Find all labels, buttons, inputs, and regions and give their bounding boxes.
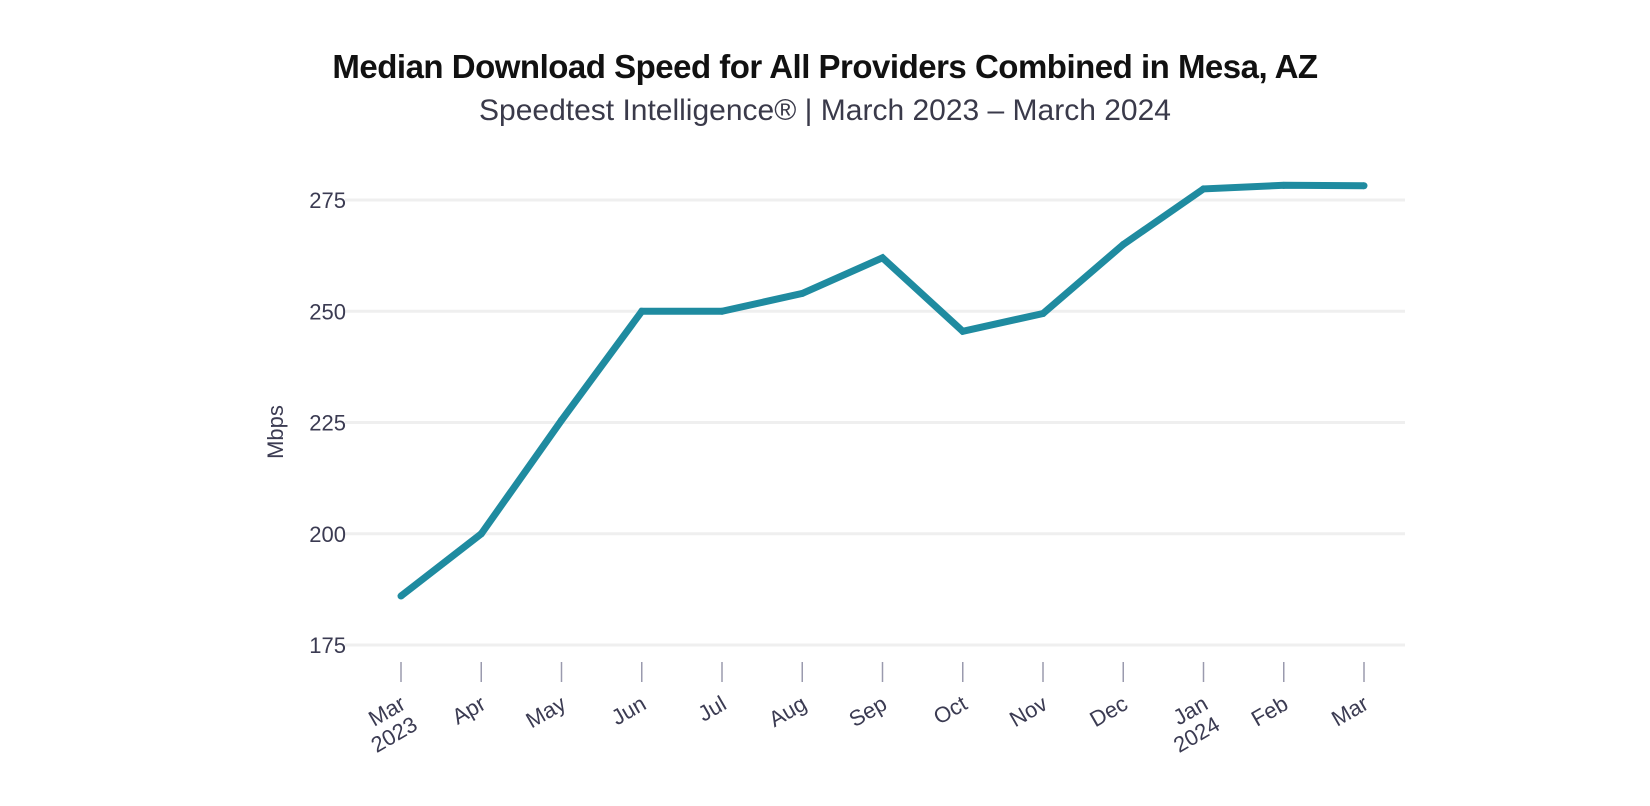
data-point [477,530,485,538]
data-point [798,289,806,297]
data-point [397,592,405,600]
series-layer [397,181,1368,600]
x-tick-label: Nov [1005,691,1051,732]
x-tick-label: Jul [694,691,731,727]
y-tick-label: 275 [309,188,346,213]
data-point [1280,181,1288,189]
x-tick-label: Feb [1247,691,1292,732]
data-point [1119,241,1127,248]
x-tick-label: Dec [1085,691,1131,732]
y-tick-label: 175 [309,633,346,658]
data-point [879,254,886,262]
x-axis: Mar2023 Apr May Jun Jul Aug Sep Oct Nov Dec Jan202… [355,662,1373,758]
x-tick-label: May [522,691,570,733]
y-axis-title: Mbps [263,405,288,459]
data-point [638,307,646,315]
x-tick-label: Oct [929,691,971,730]
data-point [1039,309,1047,317]
data-point [959,327,967,335]
x-tick-label: Apr [448,691,490,730]
x-tick-label: Sep [845,691,891,732]
data-point [1200,185,1207,193]
x-tick-label: Mar2023 [355,691,422,758]
y-tick-label: 250 [309,299,346,324]
y-tick-label: 200 [309,522,346,547]
data-point [718,307,726,315]
gridlines [345,198,1405,647]
data-point [1360,182,1368,190]
x-tick-label: Jun [607,691,650,730]
x-tick-label: Jan2024 [1157,691,1224,758]
chart-title: Median Download Speed for All Providers … [332,48,1318,85]
y-axis: 175 200 225 250 275 [309,188,346,658]
y-tick-label: 225 [309,411,346,436]
data-point [558,416,565,424]
chart-subtitle: Speedtest Intelligence® | March 2023 – M… [479,94,1171,127]
x-tick-label: Aug [764,691,810,732]
x-tick-label: Mar [1327,691,1372,732]
